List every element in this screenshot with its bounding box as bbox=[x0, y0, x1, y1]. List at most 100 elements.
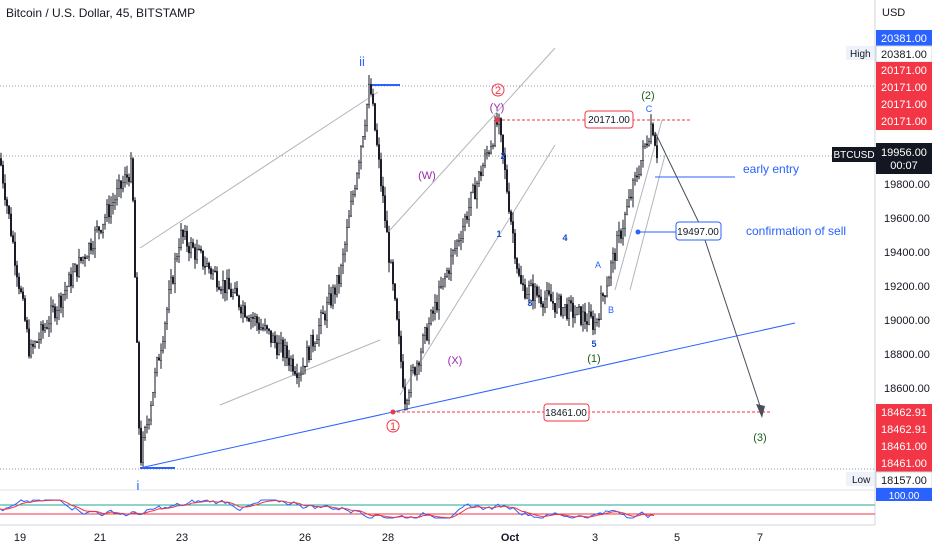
candle-body bbox=[648, 141, 650, 146]
candle-body bbox=[420, 351, 422, 366]
candle-body bbox=[390, 261, 392, 264]
candle-body bbox=[184, 230, 186, 237]
candle-body bbox=[220, 289, 222, 291]
elliott-channels bbox=[139, 47, 666, 406]
wave-2-point bbox=[494, 117, 500, 123]
candle-body bbox=[620, 230, 622, 239]
y-tick-label: 19200.00 bbox=[884, 281, 930, 293]
candle-body bbox=[592, 316, 594, 330]
candle-body bbox=[2, 164, 4, 184]
candle-body bbox=[626, 206, 628, 215]
candle-body bbox=[488, 152, 490, 154]
x-tick-label: 28 bbox=[382, 532, 394, 544]
candle-body bbox=[302, 365, 304, 375]
candle-body bbox=[104, 217, 106, 225]
candle-body bbox=[40, 324, 42, 340]
label-wave-ii: ii bbox=[359, 54, 365, 69]
candle-body bbox=[502, 134, 504, 156]
candle-body bbox=[392, 261, 394, 285]
candle-body bbox=[246, 316, 248, 319]
candle-body bbox=[398, 318, 400, 337]
candle-body bbox=[282, 339, 284, 358]
countdown-text: 00:07 bbox=[890, 160, 918, 172]
candle-body bbox=[250, 317, 252, 322]
candle-body bbox=[558, 295, 560, 300]
candle-body bbox=[274, 335, 276, 343]
candle-body bbox=[30, 344, 32, 357]
x-tick-label: 19 bbox=[14, 532, 26, 544]
candle-body bbox=[594, 322, 596, 330]
candle-body bbox=[370, 84, 372, 95]
candle-body bbox=[470, 191, 472, 208]
label-sub-2: 2 bbox=[500, 151, 505, 161]
badge-top-red bbox=[876, 96, 932, 113]
candle-body bbox=[160, 350, 162, 361]
candle-body bbox=[112, 202, 114, 206]
badge-bottom-red bbox=[876, 421, 932, 438]
candle-body bbox=[152, 391, 154, 406]
label-circle-1: 1 bbox=[390, 421, 396, 433]
candle-body bbox=[348, 215, 350, 228]
candle-body bbox=[384, 195, 386, 221]
x-tick-label: 3 bbox=[592, 532, 598, 544]
candle-body bbox=[434, 301, 436, 314]
y-tick-label: 18600.00 bbox=[884, 383, 930, 395]
candle-body bbox=[366, 103, 368, 126]
candle-body bbox=[586, 321, 588, 325]
high-label-bg bbox=[846, 46, 874, 60]
candle-body bbox=[70, 274, 72, 287]
candle-body bbox=[510, 211, 512, 222]
candle-body bbox=[254, 316, 256, 319]
badge-top-red-text: 20171.00 bbox=[881, 116, 927, 128]
candle-body bbox=[326, 302, 328, 321]
candle-body bbox=[638, 174, 640, 178]
projection-arrowhead bbox=[756, 404, 765, 418]
label-wave-1: (1) bbox=[587, 353, 600, 365]
candle-body bbox=[264, 325, 266, 330]
candle-body bbox=[532, 283, 534, 301]
candle-body bbox=[212, 270, 214, 275]
candle-body bbox=[38, 339, 40, 343]
candle-body bbox=[308, 346, 310, 361]
candle-body bbox=[656, 145, 658, 159]
candle-body bbox=[234, 287, 236, 293]
candle-body bbox=[596, 318, 598, 323]
candle-body bbox=[136, 277, 138, 343]
candle-body bbox=[342, 253, 344, 267]
candle-body bbox=[140, 427, 142, 463]
candle-body bbox=[346, 227, 348, 245]
candle-body bbox=[518, 268, 520, 276]
candle-body bbox=[262, 327, 264, 330]
candle-body bbox=[316, 339, 318, 344]
candle-body bbox=[176, 256, 178, 260]
candle-body bbox=[634, 175, 636, 181]
candle-body bbox=[334, 287, 336, 295]
candle-body bbox=[252, 317, 254, 319]
candle-body bbox=[128, 177, 130, 182]
candle-body bbox=[372, 93, 374, 104]
candle-body bbox=[172, 276, 174, 284]
candle-body bbox=[362, 136, 364, 147]
candle-body bbox=[624, 213, 626, 230]
candle-body bbox=[288, 357, 290, 366]
candles bbox=[0, 74, 658, 467]
candle-body bbox=[472, 185, 474, 193]
candle-body bbox=[554, 303, 556, 313]
candle-body bbox=[84, 256, 86, 259]
candle-body bbox=[340, 265, 342, 284]
candle-body bbox=[58, 295, 60, 311]
indicator-badge bbox=[876, 488, 932, 501]
candle-body bbox=[50, 305, 52, 325]
label-sub-4: 4 bbox=[562, 233, 567, 243]
candle-body bbox=[68, 274, 70, 288]
candle-body bbox=[90, 243, 92, 251]
candle-body bbox=[298, 374, 300, 378]
candle-body bbox=[270, 330, 272, 343]
y-tick-label: 19600.00 bbox=[884, 213, 930, 225]
candle-body bbox=[94, 229, 96, 249]
candle-body bbox=[560, 295, 562, 316]
candle-body bbox=[166, 308, 168, 324]
candle-body bbox=[602, 293, 604, 296]
candle-body bbox=[568, 300, 570, 319]
